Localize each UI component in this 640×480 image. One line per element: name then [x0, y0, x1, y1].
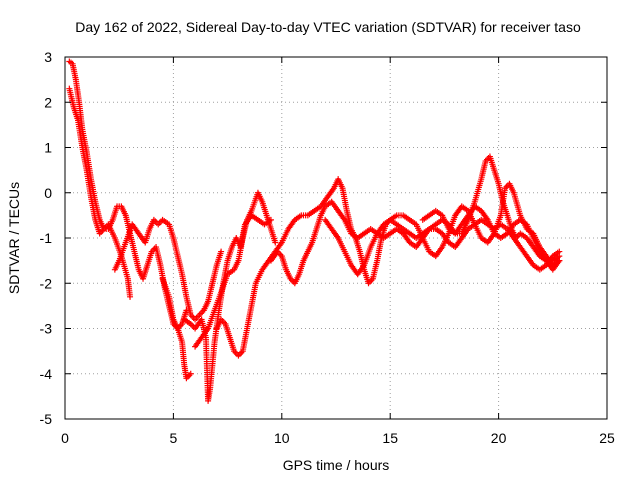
series-track-a — [66, 58, 190, 332]
data-point — [556, 257, 563, 264]
data-point — [127, 293, 134, 300]
series-track-e — [181, 212, 274, 404]
data-points — [66, 58, 563, 404]
x-tick-label: 20 — [491, 430, 507, 446]
y-tick-label: -4 — [40, 366, 53, 382]
x-tick-label: 10 — [274, 430, 290, 446]
series-track-g — [213, 176, 563, 359]
x-axis-label: GPS time / hours — [283, 457, 390, 473]
series-track-j — [419, 203, 563, 273]
y-tick-label: 2 — [44, 94, 52, 110]
series-track-d — [159, 275, 194, 382]
y-tick-label: 0 — [44, 185, 52, 201]
data-point — [218, 248, 225, 255]
x-tick-label: 25 — [599, 430, 615, 446]
series-track-b — [66, 85, 134, 300]
y-tick-label: -3 — [40, 321, 53, 337]
x-tick-label: 0 — [61, 430, 69, 446]
y-axis-label: SDTVAR / TECUs — [6, 182, 22, 294]
series-track-i — [322, 180, 563, 278]
y-tick-label: 3 — [44, 49, 52, 65]
y-tick-label: 1 — [44, 140, 52, 156]
x-tick-label: 5 — [170, 430, 178, 446]
data-point — [272, 239, 279, 246]
data-point — [187, 370, 194, 377]
chart-title: Day 162 of 2022, Sidereal Day-to-day VTE… — [75, 19, 581, 35]
y-tick-label: -5 — [40, 411, 53, 427]
series-track-c — [111, 216, 225, 323]
y-tick-label: -1 — [40, 230, 53, 246]
y-axis-ticks: -5 -4 -3 -2 -1 0 1 2 3 — [40, 49, 607, 427]
x-axis-ticks: 0 5 10 15 20 25 — [61, 57, 615, 446]
y-tick-label: -2 — [40, 275, 53, 291]
series-track-f — [192, 189, 279, 350]
x-tick-label: 15 — [382, 430, 398, 446]
